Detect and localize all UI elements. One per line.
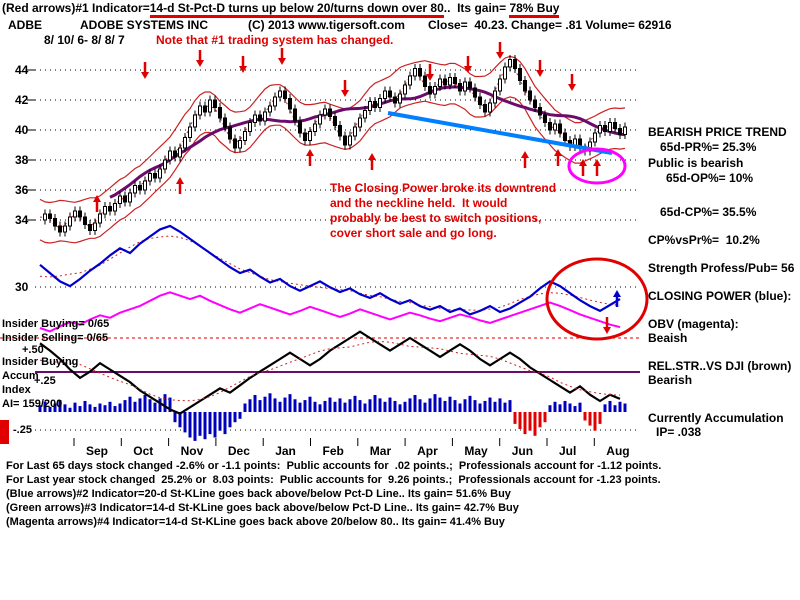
month-label: Apr (417, 444, 438, 458)
public-bearish-label: Public is bearish (648, 156, 744, 170)
closing-power-label: CLOSING POWER (blue): (648, 289, 792, 303)
month-label: Aug (606, 444, 630, 458)
price-axis-label: 30 (15, 280, 29, 294)
month-label: Oct (133, 444, 154, 458)
price-axis-label: 40 (15, 123, 29, 137)
insider-selling-count: Insider Selling= 0/65 (2, 332, 109, 344)
ticker-symbol: ADBE (8, 18, 43, 32)
footer-65day-line: For Last 65 days stock changed -2.6% or … (6, 460, 662, 472)
ip-value-label: IP= .038 (656, 425, 702, 439)
scale-plus50: +.50 (22, 344, 44, 356)
copyright-site: (C) 2013 www.tigersoft.com (248, 18, 405, 32)
bearish-trend-label: BEARISH PRICE TREND (648, 125, 787, 139)
month-label: Sep (86, 444, 109, 458)
price-axis-label: 44 (15, 63, 29, 77)
scale-plus25: +.25 (34, 375, 56, 387)
date-range: 8/ 10/ 6- 8/ 8/ 7 (44, 33, 125, 47)
quote-stats: Close= 40.23. Change= .81 Volume= 62916 (428, 18, 672, 32)
accum-caption: Accum (2, 370, 39, 382)
headline-underlined-rule: 14-d St-Pct-D turns up below 20/turns do… (149, 1, 444, 18)
footer-magenta-arrows-line: (Magenta arrows)#4 Indicator=14-d St-KLi… (6, 516, 505, 528)
relstr-bearish-label: Bearish (648, 373, 693, 387)
annotation-line: The Closing Power broke its downtrend (330, 181, 557, 195)
price-axis-label: 36 (15, 183, 29, 197)
indicator-headline: (Red arrows)#1 Indicator=14-d St-Pct-D t… (2, 1, 560, 18)
footer-blue-arrows-line: (Blue arrows)#2 Indicator=20-d St-KLine … (6, 488, 511, 500)
system-changed-note: Note that #1 trading system has changed. (156, 33, 394, 47)
annotation-line: and the neckline held. It would (330, 196, 508, 210)
relstr-label: REL.STR..VS DJI (brown) (648, 359, 792, 373)
headline-prefix: (Red arrows)#1 Indicator= (2, 1, 150, 15)
month-label: May (464, 444, 488, 458)
month-label: Jul (559, 444, 577, 458)
scale-minus25: -.25 (13, 424, 32, 436)
month-label: Nov (180, 444, 204, 458)
company-name: ADOBE SYSTEMS INC (80, 18, 209, 32)
strength-label: Strength Profess/Pub= 56 (648, 261, 795, 275)
month-label: Dec (227, 444, 250, 458)
ai-value: AI= 159/200 (2, 398, 63, 410)
pr-pct-label: 65d-PR%= 25.3% (660, 140, 757, 154)
annotation-line: probably be best to switch positions, (330, 211, 542, 225)
month-label: Feb (322, 444, 344, 458)
footer-green-arrows-line: (Green arrows)#3 Indicator=14-d St-KLine… (6, 502, 519, 514)
headline-mid: .. Its gain= (443, 1, 510, 15)
price-axis-label: 34 (15, 213, 29, 227)
obv-bearish-label: Beaish (648, 331, 688, 345)
insider-buying-caption: Insider Buying (2, 356, 79, 368)
price-axis-label: 38 (15, 153, 29, 167)
month-label: Mar (369, 444, 392, 458)
index-caption: Index (2, 384, 31, 396)
headline-gain: 78% Buy (509, 1, 560, 18)
cp-vs-pr-label: CP%vsPr%= 10.2% (648, 233, 760, 247)
month-label: Jun (511, 444, 534, 458)
op-pct-label: 65d-OP%= 10% (666, 171, 754, 185)
price-axis-label: 42 (15, 93, 29, 107)
obv-label: OBV (magenta): (648, 317, 739, 331)
cp-pct-label: 65d-CP%= 35.5% (660, 205, 757, 219)
footer-year-line: For Last year stock changed 25.2% or 8.0… (6, 474, 661, 486)
insider-buying-count: Insider Buying= 0/65 (2, 318, 110, 330)
annotation-line: cover short sale and go long. (330, 226, 497, 240)
accumulation-label: Currently Accumulation (648, 411, 784, 425)
month-label: Jan (275, 444, 296, 458)
